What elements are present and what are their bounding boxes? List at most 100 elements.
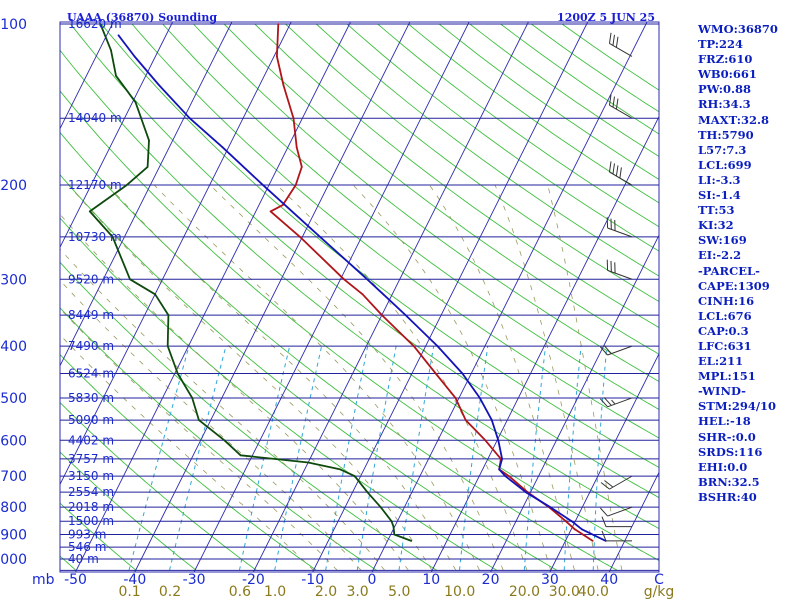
index-entry: MAXT:32.8	[698, 112, 769, 127]
mixing-ratio-tick: 10.0	[444, 584, 475, 600]
index-entry: EHI:0.0	[698, 459, 748, 474]
mixing-ratio-tick: 5.0	[388, 584, 410, 600]
wind-barb-flag	[600, 482, 610, 490]
dewpoint-point	[366, 491, 369, 494]
dry-adiabat	[162, 23, 659, 410]
parcel-point	[581, 528, 583, 531]
height-label: 16620 m	[68, 17, 122, 31]
height-label: 2018 m	[68, 500, 114, 514]
index-entry: CAP:0.3	[698, 323, 749, 338]
dry-adiabat	[60, 217, 498, 571]
mixing-ratio-line	[325, 345, 369, 571]
dry-adiabat	[60, 131, 618, 571]
dewpoint-point	[166, 345, 169, 347]
dry-adiabat	[60, 401, 257, 571]
mixing-ratio-tick: 2.0	[315, 584, 337, 600]
wind-barb-staff	[609, 104, 633, 119]
temperature-tick: -50	[64, 572, 87, 588]
temperature-point	[343, 278, 345, 281]
pressure-tick: 500	[0, 391, 27, 407]
parcel-point	[497, 439, 500, 442]
index-entry: HEL:-18	[698, 414, 751, 429]
pressure-tick: 700	[0, 469, 27, 485]
wind-barb-staff	[609, 475, 633, 490]
wind-barb-flag	[612, 34, 615, 46]
parcel-point	[436, 345, 439, 347]
wind-barb-flag	[601, 516, 607, 527]
height-label: 8449 m	[68, 308, 114, 322]
isotherm	[75, 22, 351, 572]
index-entry: MPL:151	[698, 369, 756, 384]
index-entry: SHR-:0.0	[698, 429, 756, 444]
dewpoint-point	[146, 166, 149, 168]
dewpoint-point	[111, 236, 114, 238]
temperature-point	[484, 439, 487, 442]
temperature-point	[508, 475, 510, 477]
temperature-tick: -40	[123, 572, 146, 588]
dewpoint-point	[239, 454, 242, 457]
parcel-point	[117, 34, 120, 37]
index-entry: PW:0.88	[698, 82, 752, 97]
parcel-point	[549, 506, 552, 509]
dewpoint-point	[148, 139, 150, 142]
index-entry: STM:294/10	[698, 399, 777, 414]
temperature-point	[434, 372, 437, 375]
dry-adiabat	[60, 174, 558, 571]
temperature-point	[295, 146, 298, 149]
dry-adiabat	[0, 24, 16, 570]
dewpoint-point	[110, 49, 112, 52]
height-label: 9520 m	[68, 272, 114, 286]
wind-barb-flag	[608, 32, 612, 44]
index-entry: BSHR:40	[698, 489, 757, 504]
temperature-tick: -10	[301, 572, 324, 588]
wind-barb-flag	[600, 398, 608, 408]
dewpoint-point	[198, 419, 200, 421]
pressure-tick: 100	[0, 17, 27, 33]
dewpoint-point	[167, 314, 170, 316]
temperature-point	[564, 520, 567, 523]
dewpoint-point	[125, 184, 128, 187]
wind-barb	[601, 530, 632, 542]
dry-adiabat	[100, 23, 659, 468]
isotherm	[490, 234, 659, 572]
background-grid	[0, 22, 659, 572]
index-entry: SI:-1.4	[698, 188, 741, 203]
dry-adiabat	[60, 502, 137, 571]
parcel-point	[319, 236, 321, 238]
dry-adiabat	[60, 353, 317, 571]
mixing-ratio-tick: 3.0	[346, 584, 368, 600]
dewpoint-point	[393, 533, 396, 536]
moist-adiabat	[68, 184, 433, 571]
wind-barb-staff	[609, 171, 633, 186]
index-entry: TH:5790	[698, 127, 754, 142]
mixing-ratio-tick: 0.2	[159, 584, 181, 600]
pressure-tick: 800	[0, 500, 27, 516]
moist-adiabat	[547, 184, 623, 571]
height-label: 5830 m	[68, 391, 114, 405]
wind-barb-flag	[608, 161, 612, 173]
wind-barb-staff	[607, 227, 633, 238]
temperature-point	[464, 419, 467, 421]
wind-barb-staff	[607, 397, 633, 408]
wind-barb	[601, 516, 632, 528]
wind-barb-flag	[619, 167, 622, 179]
dewpoint-point	[307, 461, 310, 464]
wind-barb	[608, 94, 633, 119]
wind-barb	[606, 259, 633, 280]
mixing-ratio-line	[523, 346, 547, 571]
mixing-ratio-line	[398, 346, 435, 571]
isotherm	[60, 22, 174, 249]
temperature-line	[269, 23, 594, 542]
dry-adiabat	[254, 23, 659, 329]
wind-barb	[600, 397, 633, 408]
mixing-ratio-line	[459, 346, 489, 571]
wind-barb-staff	[607, 506, 633, 517]
temperature-point	[381, 314, 383, 316]
height-label: 5090 m	[68, 413, 114, 427]
wind-barb-flag	[615, 36, 619, 48]
moist-adiabat	[60, 279, 362, 571]
dewpoint-point	[88, 210, 91, 213]
pressure-tick: 600	[0, 433, 27, 449]
parcel-point	[498, 468, 501, 471]
dry-adiabat	[60, 49, 659, 530]
